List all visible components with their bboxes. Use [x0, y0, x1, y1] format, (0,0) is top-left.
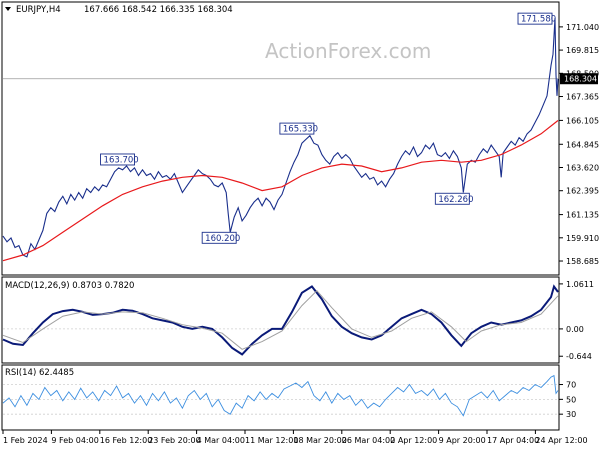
annotation-box [279, 122, 315, 135]
price-axis: 171.040169.815168.590167.365166.105164.8… [559, 23, 599, 266]
chart-symbol: EURJPY,H4 [16, 5, 61, 15]
time-tick-label: 2 Apr 12:00 [390, 436, 437, 445]
time-tick-label: 1 Feb 2024 [3, 436, 48, 445]
price-tick-label: 169.815 [566, 46, 599, 55]
time-tick-label: 9 Apr 20:00 [439, 436, 486, 445]
annotation-label: 165.330 [283, 125, 318, 135]
macd-title: MACD(12,26,9) 0.8703 0.7820 [5, 281, 134, 291]
time-tick-label: 17 Apr 04:00 [487, 436, 539, 445]
moving-average-line [2, 120, 559, 262]
price-tick-label: 166.105 [566, 116, 599, 125]
rsi-tick-label: 50 [566, 395, 576, 404]
price-panel: ActionForex.com EURJPY,H4 167.666 168.54… [1, 1, 599, 276]
chart-ohlc: 167.666 168.542 166.335 168.304 [84, 5, 233, 15]
time-tick-label: 4 Mar 04:00 [197, 436, 245, 445]
time-tick-label: 23 Feb 20:00 [148, 436, 200, 445]
header-arrow-icon[interactable] [5, 7, 11, 11]
price-tick-label: 162.395 [566, 187, 599, 196]
price-tick-label: 167.365 [566, 93, 599, 102]
annotation-label: 163.700 [104, 155, 139, 165]
time-tick-label: 18 Mar 20:00 [293, 436, 346, 445]
price-tick-label: 164.845 [566, 140, 599, 149]
annotation-box [100, 153, 135, 166]
price-annotations: 171.580 165.330 163.700 162.260 160.200 [100, 12, 556, 244]
current-price-label: 168.304 [564, 75, 597, 84]
current-price-box [560, 73, 598, 85]
rsi-series-group [2, 374, 559, 417]
macd-axis: 1.0611 0.00 -0.644 [559, 280, 594, 361]
price-panel-frame [1, 1, 560, 276]
time-tick-label: 11 Mar 12:00 [245, 436, 298, 445]
macd-tick-label: 0.00 [566, 325, 584, 334]
rsi-panel: RSI(14) 62.4485 70 50 30 [1, 364, 576, 431]
price-line [2, 18, 559, 258]
macd-tick-label: 1.0611 [566, 280, 594, 289]
signal-line [2, 289, 559, 350]
annotation-label: 162.260 [438, 195, 473, 205]
macd-tick-label: -0.644 [566, 352, 592, 361]
price-series-group [2, 18, 559, 262]
rsi-tick-label: 70 [566, 381, 576, 390]
rsi-axis: 70 50 30 [559, 381, 576, 419]
time-tick-label: 26 Mar 04:00 [342, 436, 395, 445]
price-tick-label: 171.040 [566, 23, 599, 32]
time-tick-label: 9 Feb 04:00 [51, 436, 98, 445]
annotation-box [517, 12, 553, 25]
macd-line [2, 284, 559, 356]
price-tick-label: 158.685 [566, 257, 599, 266]
watermark: ActionForex.com [265, 39, 431, 63]
rsi-line [2, 374, 559, 417]
macd-series-group [2, 284, 559, 356]
rsi-gridlines [3, 384, 558, 415]
rsi-title: RSI(14) 62.4485 [5, 368, 74, 378]
rsi-tick-label: 30 [566, 410, 576, 419]
annotation-label: 171.580 [521, 15, 556, 25]
annotation-box [434, 192, 470, 205]
price-tick-label: 161.135 [566, 211, 599, 220]
rsi-panel-frame [1, 364, 560, 431]
macd-panel: MACD(12,26,9) 0.8703 0.7820 1.0611 0.00 -0… [1, 276, 594, 364]
price-tick-label: 159.910 [566, 234, 599, 243]
time-tick-label: 16 Feb 12:00 [100, 436, 152, 445]
price-tick-label: 163.620 [566, 163, 599, 172]
annotation-box [201, 231, 237, 244]
macd-panel-frame [1, 276, 560, 364]
time-tick-label: 24 Apr 12:00 [535, 436, 587, 445]
annotation-label: 160.200 [205, 234, 240, 244]
